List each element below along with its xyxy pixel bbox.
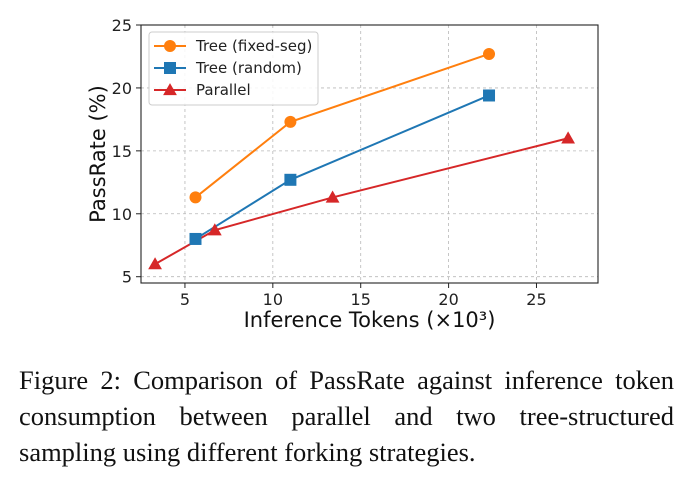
legend-label: Parallel <box>196 81 251 99</box>
data-point <box>483 47 496 60</box>
legend: Tree (fixed-seg) Tree (random) Parallel <box>148 31 319 106</box>
legend-marker <box>164 62 176 74</box>
data-point <box>207 223 222 236</box>
x-tick-label: 10 <box>263 290 283 309</box>
chart: 5 10 15 20 25 5 10 15 20 25 Inference Tokens (×10… <box>86 16 599 332</box>
plot-frame <box>140 24 599 284</box>
figure-caption: Figure 2: Comparison of PassRate against… <box>19 365 674 467</box>
data-point <box>284 115 297 128</box>
data-point <box>561 131 576 144</box>
y-tick-label: 15 <box>112 142 132 161</box>
data-point <box>189 232 202 245</box>
legend-marker <box>164 40 176 52</box>
y-axis-label: PassRate (%) <box>86 85 110 223</box>
x-tick-label: 25 <box>526 290 546 309</box>
y-tick-label: 20 <box>112 79 132 98</box>
x-tick-label: 5 <box>180 290 190 309</box>
data-point <box>284 173 297 186</box>
data-point <box>148 257 162 270</box>
x-tick-label: 15 <box>351 290 371 309</box>
data-point <box>325 190 340 203</box>
tick-group: 5 10 15 20 25 5 10 15 20 25 <box>112 16 547 309</box>
series-line <box>194 94 490 240</box>
data-point <box>483 89 496 102</box>
legend-box <box>148 31 319 106</box>
legend-marker <box>163 83 177 96</box>
series-line <box>154 137 569 265</box>
legend-label: Tree (random) <box>195 59 302 77</box>
plot-area <box>148 47 576 270</box>
legend-label: Tree (fixed-seg) <box>195 37 312 55</box>
y-tick-label: 25 <box>112 16 132 35</box>
data-point <box>189 191 202 204</box>
y-tick-label: 5 <box>122 268 132 287</box>
x-tick-label: 20 <box>438 290 458 309</box>
y-tick-label: 10 <box>112 205 132 224</box>
x-axis-label: Inference Tokens (×10³) <box>244 308 496 332</box>
